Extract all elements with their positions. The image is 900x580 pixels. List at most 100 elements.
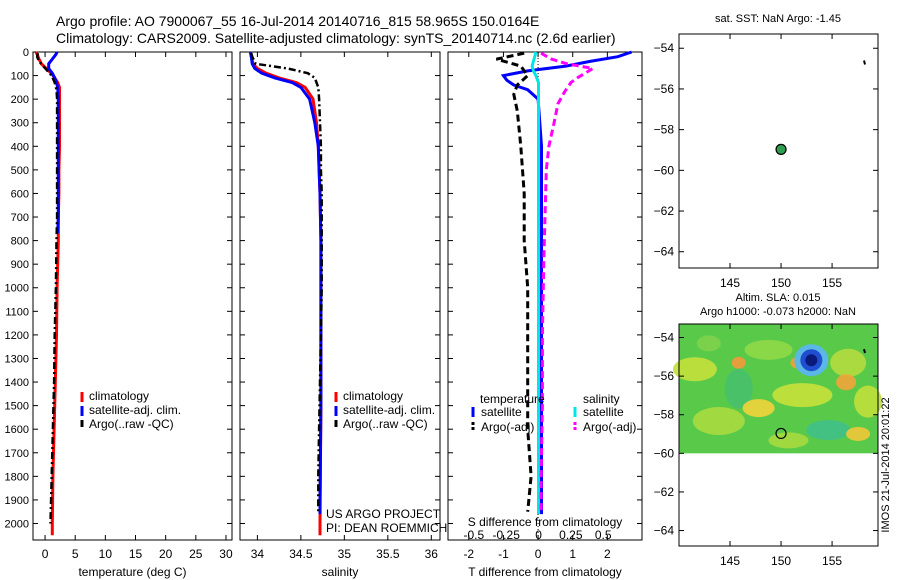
difference-legend-label: Argo(-adj): [481, 420, 534, 434]
difference-series-2: [530, 51, 540, 515]
difference-xtick-label: 0: [535, 547, 542, 561]
depth-tick-label: 1400: [5, 377, 29, 389]
sla-blob: [768, 432, 809, 449]
timestamp-label: IMOS 21-Jul-2014 20:01:22: [880, 397, 892, 532]
salinity-legend-label: Argo(..raw -QC): [343, 417, 428, 431]
salinity-xtick-label: 34.5: [289, 547, 313, 561]
depth-tick-label: 800: [11, 236, 29, 248]
sla-blob: [724, 368, 753, 409]
sst_map-ytick-label: −62: [654, 204, 675, 218]
sla-blob: [742, 399, 775, 418]
difference-s-tick-label: 0.25: [559, 528, 583, 542]
depth-tick-label: 2000: [5, 518, 29, 530]
sst_map-speck: [863, 60, 866, 65]
sla-blob: [696, 335, 721, 352]
depth-tick-label: 700: [11, 212, 29, 224]
sst_map-ytick-label: −60: [654, 163, 675, 177]
depth-tick-label: 600: [11, 188, 29, 200]
sla-heatmap: [672, 324, 883, 454]
sla_map-ytick-label: −54: [654, 331, 675, 345]
sla-blob: [830, 348, 867, 377]
temperature-legend-label: climatology: [89, 389, 149, 403]
depth-tick-label: 1300: [5, 353, 29, 365]
depth-tick-label: 200: [11, 94, 29, 106]
annotation-project: US ARGO PROJECT: [326, 507, 441, 521]
sla_map-ytick-label: −58: [654, 408, 675, 422]
difference-legend-title-temperature: temperature: [480, 392, 545, 406]
salinity-legend-label: climatology: [343, 389, 403, 403]
difference-xtick-label: 2: [604, 547, 611, 561]
difference-series-1: [496, 51, 533, 512]
difference-xtick-label: -2: [463, 547, 474, 561]
difference-legend-title-salinity: salinity: [583, 392, 620, 406]
salinity-legend-label: satellite-adj. clim.: [343, 403, 435, 417]
difference-xlabel: T difference from climatology: [468, 565, 622, 579]
difference-axes-frame: [447, 51, 643, 541]
difference-legend-label: satellite: [583, 405, 624, 419]
temperature-xtick-label: 0: [42, 547, 49, 561]
difference-legend-label: satellite: [481, 405, 522, 419]
sst_map-xtick-label: 155: [822, 276, 842, 290]
sla-eddy-core: [805, 354, 818, 367]
depth-tick-label: 1700: [5, 448, 29, 460]
sla_map-xtick-label: 145: [720, 554, 740, 568]
salinity-xtick-label: 36: [425, 547, 439, 561]
depth-tick-label: 1200: [5, 330, 29, 342]
difference-s-tick-label: -0.5: [464, 528, 485, 542]
sla-blob: [854, 385, 883, 418]
depth-tick-label: 100: [11, 71, 29, 83]
salinity-xlabel: salinity: [322, 565, 359, 579]
sst_map-xtick-label: 150: [771, 276, 791, 290]
sst_map-xtick-label: 145: [720, 276, 740, 290]
sla_map-speck: [863, 348, 866, 354]
temperature-xtick-label: 30: [219, 547, 233, 561]
difference-s-tick-label: 0.5: [595, 528, 612, 542]
depth-tick-label: 300: [11, 118, 29, 130]
annotation-pi: PI: DEAN ROEMMICH: [326, 521, 447, 535]
argo-position-marker: [775, 143, 787, 155]
depth-tick-label: 400: [11, 141, 29, 153]
salinity-axes-frame: [239, 51, 441, 541]
sla_map-xtick-label: 155: [822, 554, 842, 568]
sla_map-ytick-label: −62: [654, 485, 675, 499]
sla_map-ytick-label: −64: [654, 524, 675, 538]
difference-s-tick-label: 0: [535, 528, 542, 542]
salinity-series-2: [250, 52, 323, 512]
sla_map-ytick-label: −56: [654, 369, 675, 383]
title-line-2: Climatology: CARS2009. Satellite-adjuste…: [56, 30, 616, 46]
sst_map-ytick-label: −64: [654, 245, 675, 259]
temperature-xtick-label: 10: [99, 547, 113, 561]
temperature-xtick-label: 25: [189, 547, 203, 561]
temperature-xtick-label: 15: [129, 547, 143, 561]
title-line-1: Argo profile: AO 7900067_55 16-Jul-2014 …: [56, 13, 540, 29]
salinity-xtick-label: 35.5: [376, 547, 400, 561]
sst-map-title: sat. SST: NaN Argo: -1.45: [715, 13, 841, 25]
temperature-series-1: [47, 51, 60, 234]
depth-tick-label: 500: [11, 165, 29, 177]
salinity-xtick-label: 35: [338, 547, 352, 561]
sla-blob: [772, 383, 833, 408]
difference-legend-label: Argo(-adj): [583, 420, 636, 434]
temperature-series-2: [35, 52, 59, 524]
depth-tick-label: 900: [11, 259, 29, 271]
difference-xtick-label: 1: [569, 547, 576, 561]
depth-tick-label: 1100: [5, 306, 29, 318]
sla-map-title-1: Altim. SLA: 0.015: [736, 292, 821, 304]
salinity-xtick-label: 34: [251, 547, 265, 561]
sla-blob: [846, 426, 871, 441]
sst_map-ytick-label: −54: [654, 41, 675, 55]
sla-blob: [672, 357, 717, 382]
sst_map-ytick-label: −58: [654, 123, 675, 137]
depth-tick-label: 1600: [5, 424, 29, 436]
depth-tick-label: 0: [23, 47, 29, 59]
sla-blob: [836, 374, 857, 391]
difference-series-3: [539, 51, 598, 512]
sla_map-xtick-label: 150: [771, 554, 791, 568]
sst_map-ytick-label: −56: [654, 82, 675, 96]
temperature-legend-label: satellite-adj. clim.: [89, 403, 181, 417]
temperature-xtick-label: 20: [159, 547, 173, 561]
sla-blob: [731, 356, 746, 369]
temperature-xlabel: temperature (deg C): [78, 565, 186, 579]
sla-blob: [744, 339, 793, 360]
